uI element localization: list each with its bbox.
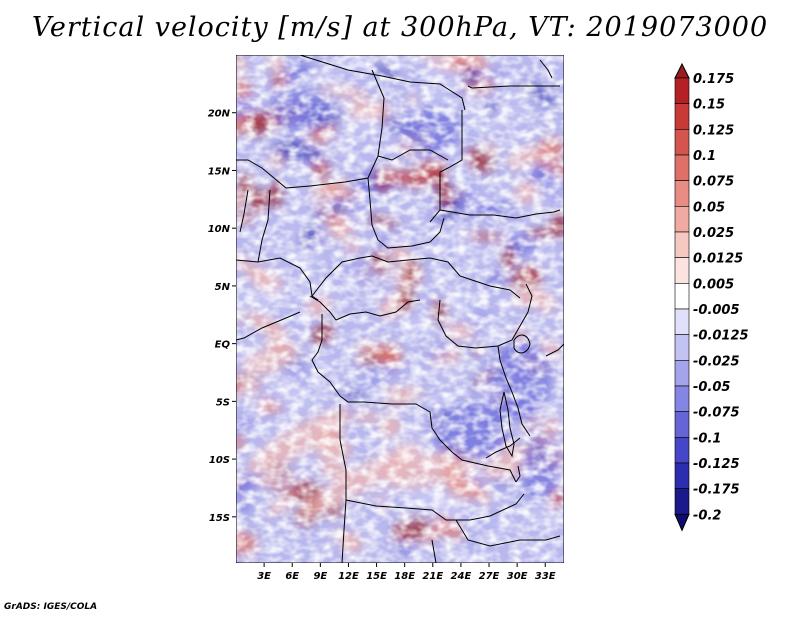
lon-tick-label: 9E bbox=[313, 571, 327, 582]
colorbar-level-label: 0.075 bbox=[693, 175, 734, 190]
lat-tick-label: 15S bbox=[209, 513, 230, 524]
lon-tick-label: 21E bbox=[422, 571, 443, 582]
colorbar-swatch bbox=[674, 437, 690, 464]
colorbar-level-label: 0.025 bbox=[693, 226, 734, 241]
colorbar-level-label: 0.175 bbox=[693, 72, 734, 87]
colorbar-level-label: 0.05 bbox=[693, 200, 725, 215]
latitude-axis: 20N 15N 10N 5N EQ 5S 10S 15S bbox=[208, 109, 236, 524]
lon-tick-label: 15E bbox=[366, 571, 387, 582]
colorbar-level-label: -0.005 bbox=[693, 303, 740, 318]
lat-tick-label: EQ bbox=[215, 340, 231, 351]
lat-tick-label: 15N bbox=[208, 166, 231, 177]
country-boundaries bbox=[236, 55, 564, 563]
lon-tick-label: 18E bbox=[394, 571, 415, 582]
colorbar-level-label: 0.125 bbox=[693, 123, 734, 138]
colorbar-swatch bbox=[674, 488, 690, 515]
colorbar-level-label: -0.175 bbox=[693, 483, 740, 498]
map-title: Vertical velocity [m/s] at 300hPa, VT: 2… bbox=[31, 12, 769, 43]
colorbar-top-arrow bbox=[674, 62, 690, 79]
grads-credit: GrADS: IGES/COLA bbox=[4, 602, 98, 612]
colorbar-level-label: -0.025 bbox=[693, 354, 740, 369]
lakes bbox=[499, 334, 531, 483]
lon-tick-label: 24E bbox=[451, 571, 472, 582]
colorbar-swatch bbox=[674, 180, 690, 207]
vertical-velocity-field bbox=[236, 55, 564, 563]
lat-tick-label: 5N bbox=[215, 282, 231, 293]
colorbar-swatch bbox=[674, 385, 690, 412]
colorbar-swatch bbox=[674, 283, 690, 310]
colorbar-level-label: -0.05 bbox=[693, 380, 730, 395]
lon-tick-label: 12E bbox=[338, 571, 359, 582]
colorbar-swatch bbox=[674, 334, 690, 361]
colorbar-level-label: 0.15 bbox=[693, 98, 725, 113]
colorbar-level-label: -0.1 bbox=[693, 431, 721, 446]
lat-tick-label: 10S bbox=[209, 455, 230, 466]
lon-tick-label: 3E bbox=[257, 571, 271, 582]
colorbar-level-label: -0.0125 bbox=[693, 329, 749, 344]
colorbar-swatch bbox=[674, 206, 690, 233]
colorbar-swatch bbox=[674, 462, 690, 489]
colorbar-level-label: -0.2 bbox=[693, 508, 721, 523]
colorbar-bottom-arrow bbox=[674, 513, 690, 532]
lat-tick-label: 5S bbox=[216, 397, 230, 408]
lon-tick-label: 27E bbox=[479, 571, 500, 582]
lon-tick-label: 30E bbox=[507, 571, 528, 582]
longitude-axis: 3E 6E 9E 12E 15E 18E 21E 24E 27E 30E 33E bbox=[257, 563, 556, 582]
colorbar-swatch bbox=[674, 103, 690, 130]
colorbar-level-label: 0.005 bbox=[693, 277, 734, 292]
colorbar-swatch bbox=[674, 129, 690, 156]
colorbar: 0.175 0.15 0.125 0.1 0.075 0.05 0.025 0.0125 0.0… bbox=[674, 62, 749, 532]
lat-tick-label: 20N bbox=[208, 109, 231, 120]
colorbar-level-label: 0.1 bbox=[693, 149, 716, 164]
colorbar-swatch bbox=[674, 77, 690, 104]
lon-tick-label: 6E bbox=[285, 571, 299, 582]
colorbar-swatch bbox=[674, 154, 690, 181]
colorbar-level-label: -0.125 bbox=[693, 457, 740, 472]
colorbar-level-label: 0.0125 bbox=[693, 252, 743, 267]
colorbar-level-label: -0.075 bbox=[693, 406, 740, 421]
lat-tick-label: 10N bbox=[208, 224, 231, 235]
colorbar-swatch bbox=[674, 231, 690, 258]
colorbar-swatch bbox=[674, 411, 690, 438]
lon-tick-label: 33E bbox=[535, 571, 556, 582]
colorbar-swatch bbox=[674, 257, 690, 284]
colorbar-swatch bbox=[674, 360, 690, 387]
colorbar-swatch bbox=[674, 308, 690, 335]
